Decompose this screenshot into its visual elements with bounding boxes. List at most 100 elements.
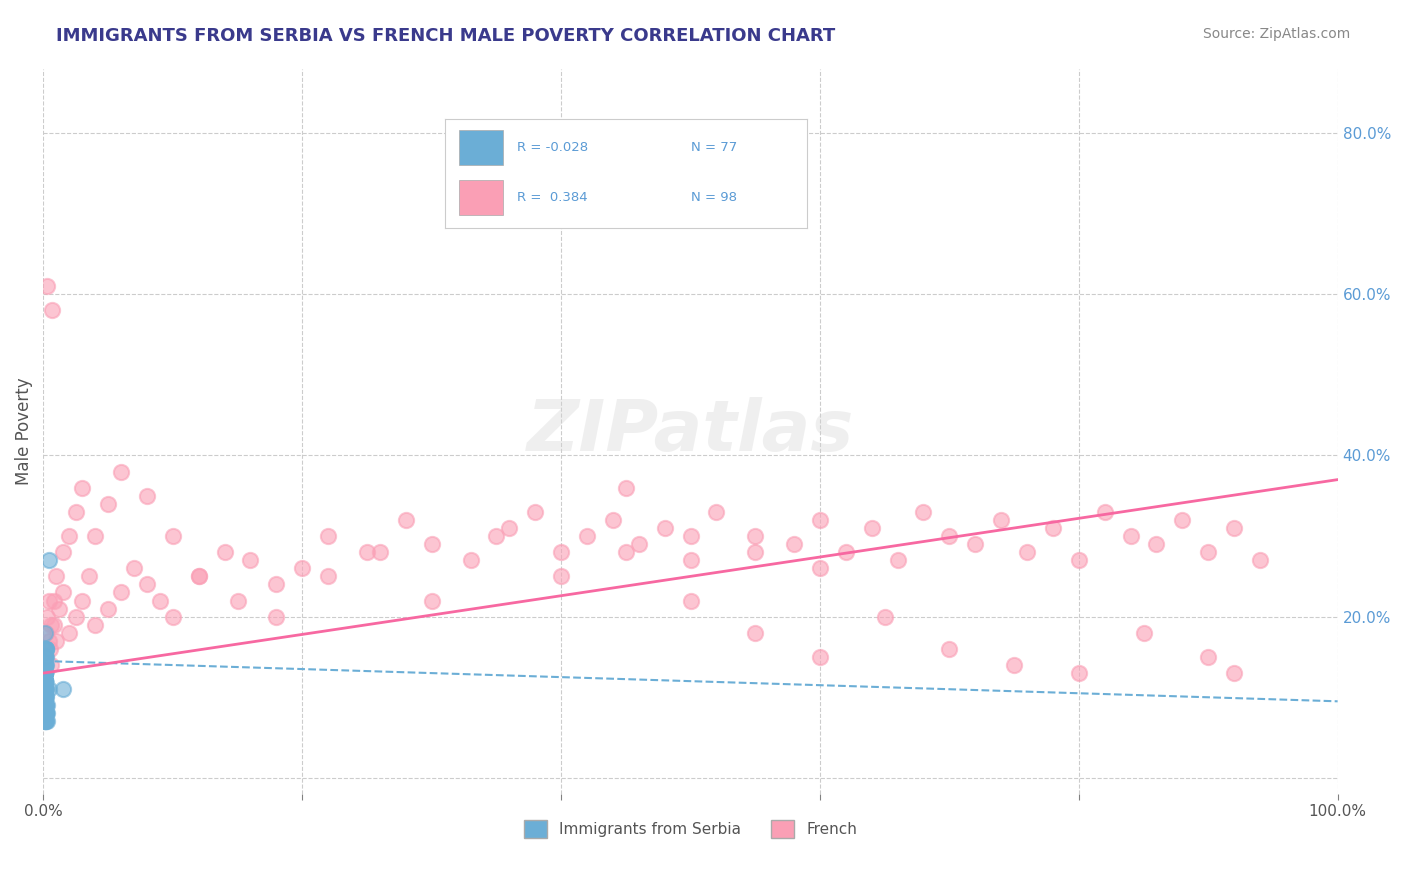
Point [34, 690, 56, 705]
Point [70, 593, 93, 607]
Y-axis label: Male Poverty: Male Poverty [15, 377, 32, 485]
Point [34, 650, 56, 665]
Point [1042, 521, 1064, 535]
Point [110, 585, 132, 599]
Point [860, 521, 883, 535]
Point [34, 650, 56, 665]
Point [122, 561, 145, 575]
Point [45, 569, 67, 583]
Point [48, 601, 70, 615]
Point [34, 706, 56, 721]
Point [34, 698, 56, 713]
Point [52, 545, 75, 559]
Point [35, 706, 58, 721]
Point [614, 545, 637, 559]
Point [34, 650, 56, 665]
Point [627, 537, 650, 551]
Point [34, 682, 56, 697]
Point [35, 714, 58, 729]
Point [1171, 513, 1194, 527]
Point [783, 537, 806, 551]
Point [52, 682, 75, 697]
Point [52, 585, 75, 599]
Point [149, 593, 172, 607]
Point [395, 513, 418, 527]
Point [34, 674, 56, 689]
Point [34, 666, 56, 681]
Point [420, 593, 443, 607]
Point [316, 529, 339, 543]
Point [266, 609, 288, 624]
Point [575, 529, 598, 543]
Point [34, 674, 56, 689]
Point [37, 714, 59, 729]
Point [37, 706, 59, 721]
Point [34, 690, 56, 705]
Point [35, 650, 58, 665]
Point [34, 698, 56, 713]
Point [84, 617, 107, 632]
Point [873, 609, 896, 624]
Point [34, 666, 56, 681]
Point [38, 633, 60, 648]
Legend: Immigrants from Serbia, French: Immigrants from Serbia, French [517, 814, 863, 845]
Point [34, 682, 56, 697]
Point [58, 529, 80, 543]
Point [34, 674, 56, 689]
Point [706, 505, 728, 519]
Point [1119, 529, 1142, 543]
Point [614, 481, 637, 495]
Point [1197, 650, 1219, 665]
Point [226, 593, 249, 607]
Point [1223, 521, 1246, 535]
Point [938, 529, 960, 543]
Point [37, 609, 59, 624]
Point [34, 682, 56, 697]
Point [808, 513, 831, 527]
Point [39, 658, 62, 673]
Point [214, 545, 236, 559]
Point [39, 617, 62, 632]
Point [550, 545, 572, 559]
Point [38, 682, 60, 697]
Point [187, 569, 209, 583]
Point [58, 625, 80, 640]
Point [35, 690, 58, 705]
Point [34, 658, 56, 673]
Point [65, 505, 87, 519]
Point [34, 658, 56, 673]
Point [34, 682, 56, 697]
Point [835, 545, 858, 559]
Point [34, 706, 56, 721]
Point [34, 641, 56, 656]
Point [679, 529, 702, 543]
Point [744, 529, 766, 543]
Point [35, 682, 58, 697]
Point [266, 577, 288, 591]
Point [65, 609, 87, 624]
Point [34, 690, 56, 705]
Point [34, 625, 56, 640]
Point [965, 537, 987, 551]
Point [38, 593, 60, 607]
Point [34, 658, 56, 673]
Point [38, 553, 60, 567]
Text: Source: ZipAtlas.com: Source: ZipAtlas.com [1202, 27, 1350, 41]
Point [744, 545, 766, 559]
Point [34, 666, 56, 681]
Point [35, 658, 58, 673]
Point [162, 609, 184, 624]
Point [70, 481, 93, 495]
Point [1002, 658, 1025, 673]
Point [35, 641, 58, 656]
Point [34, 714, 56, 729]
Point [42, 617, 65, 632]
Point [34, 666, 56, 681]
Point [45, 633, 67, 648]
Point [34, 690, 56, 705]
Point [34, 690, 56, 705]
Point [1146, 537, 1168, 551]
Point [886, 553, 908, 567]
Point [77, 569, 100, 583]
Point [34, 690, 56, 705]
